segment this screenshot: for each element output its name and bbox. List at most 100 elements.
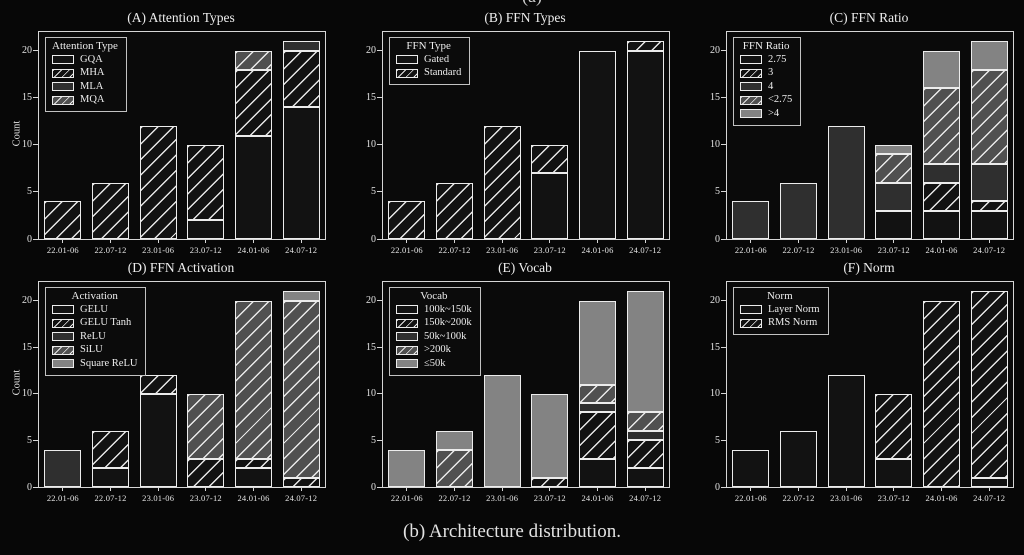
legend-item: GELU Tanh [52,317,137,331]
y-axis-tick [33,144,39,146]
bar-segment [435,431,474,450]
x-axis-tick-label: 22.01-06 [46,493,79,503]
y-axis-tick-label: 20 [710,45,720,57]
bar-segment [626,440,664,469]
legend-box: Norm Layer Norm RMS Norm [733,287,829,335]
x-axis-tick-label: 22.07-12 [438,245,471,255]
y-axis-tick-label: 15 [22,341,32,353]
legend-swatch [52,55,74,65]
legend-swatch [52,359,74,369]
y-axis-tick [377,191,383,193]
x-axis-tick-label: 23.07-12 [533,493,566,503]
legend-item: 50k~100k [396,330,472,344]
bar-segment [578,300,617,385]
bar-segment [875,144,913,155]
legend-item: MLA [52,80,118,94]
y-axis-tick-label: 15 [710,341,720,353]
x-axis-tick [253,239,254,243]
bar-segment [531,173,569,239]
y-axis-tick-label: 20 [710,295,720,307]
y-axis-tick-label: 0 [27,233,32,245]
legend-box: Vocab 100k~150k 150k~200k 50k~100k >200k ≤50k [389,287,481,376]
bar-segment [234,468,273,487]
legend-item: MHA [52,67,118,81]
x-axis-tick [893,239,895,243]
bar-segment [970,210,1008,239]
figure-caption: (b) Architecture distribution. [403,521,621,542]
legend-item: >4 [740,107,792,121]
x-axis-tick [406,239,408,243]
panel-title: (B) FFN Types [484,10,566,25]
y-axis-tick-label: 15 [366,92,376,104]
y-axis-tick-label: 0 [715,481,720,493]
legend-item: Square ReLU [52,357,137,371]
legend-item-label: >4 [768,107,780,119]
bar-segment [626,50,664,239]
x-axis-tick [62,487,64,491]
legend-item: RMS Norm [740,317,820,331]
bar-segment [578,459,617,487]
x-axis-tick [205,487,207,491]
legend-title: Activation [71,290,118,302]
y-axis-tick-label: 15 [22,92,32,104]
x-axis-tick-label: 23.07-12 [877,493,910,503]
x-axis-tick [300,239,302,243]
bar-segment [435,182,474,239]
bar-segment [875,210,913,239]
bar-segment [187,144,225,221]
bar-segment [435,449,474,487]
x-axis-tick [644,487,646,491]
x-axis-tick [62,239,64,243]
legend-swatch [740,95,762,105]
legend-item: <2.75 [740,94,792,108]
x-axis-tick [454,487,455,491]
bar-segment [187,459,225,487]
legend-item-label: MLA [80,80,104,92]
legend-item-label: <2.75 [768,94,793,106]
legend-swatch [52,95,74,105]
x-axis-tick-label: 23.01-06 [486,245,519,255]
panel-title: (E) Vocab [498,260,552,275]
y-axis-tick-label: 10 [710,139,720,151]
legend-item: MQA [52,94,118,108]
y-axis-tick [721,97,727,99]
legend-box: Attention Type GQA MHA MLA MQA [45,37,127,112]
legend-item-label: SiLU [80,344,103,356]
y-axis-tick [377,144,383,146]
y-axis-label: Count [11,369,23,395]
x-axis-tick-label: 24.01-06 [925,493,958,503]
legend-item: SiLU [52,344,137,358]
x-axis-tick-label: 23.07-12 [877,245,910,255]
bar-segment [234,459,273,469]
legend-item-label: ≤50k [424,357,446,369]
y-axis-tick-label: 5 [27,434,32,446]
bar-segment [732,449,770,487]
bar-segment [922,300,961,487]
y-axis-tick [721,346,727,348]
bar-segment [139,375,177,394]
y-axis-tick [33,439,39,441]
legend-item: 4 [740,80,792,94]
legend-item: Gated [396,53,461,67]
legend-swatch [740,55,762,65]
legend-item-label: MHA [80,67,105,79]
y-axis-tick [721,439,727,441]
bar-segment [875,459,913,487]
bar-segment [91,182,130,239]
y-axis-tick-label: 5 [371,186,376,198]
legend-box: FFN Type Gated Standard [389,37,471,85]
y-axis-tick-label: 10 [366,388,376,400]
legend-swatch [52,82,74,92]
legend-item-label: 50k~100k [424,330,467,342]
y-axis-tick [33,393,39,395]
x-axis-tick-label: 23.01-06 [486,493,519,503]
bar-segment [187,220,225,239]
y-axis-tick-label: 10 [22,388,32,400]
x-axis-tick [597,239,598,243]
bar-segment [626,412,664,432]
bar-segment [483,375,521,487]
bar-segment [139,126,177,239]
bar-segment [282,107,320,239]
bar-segment [970,163,1008,202]
x-axis-tick-label: 24.01-06 [237,245,270,255]
